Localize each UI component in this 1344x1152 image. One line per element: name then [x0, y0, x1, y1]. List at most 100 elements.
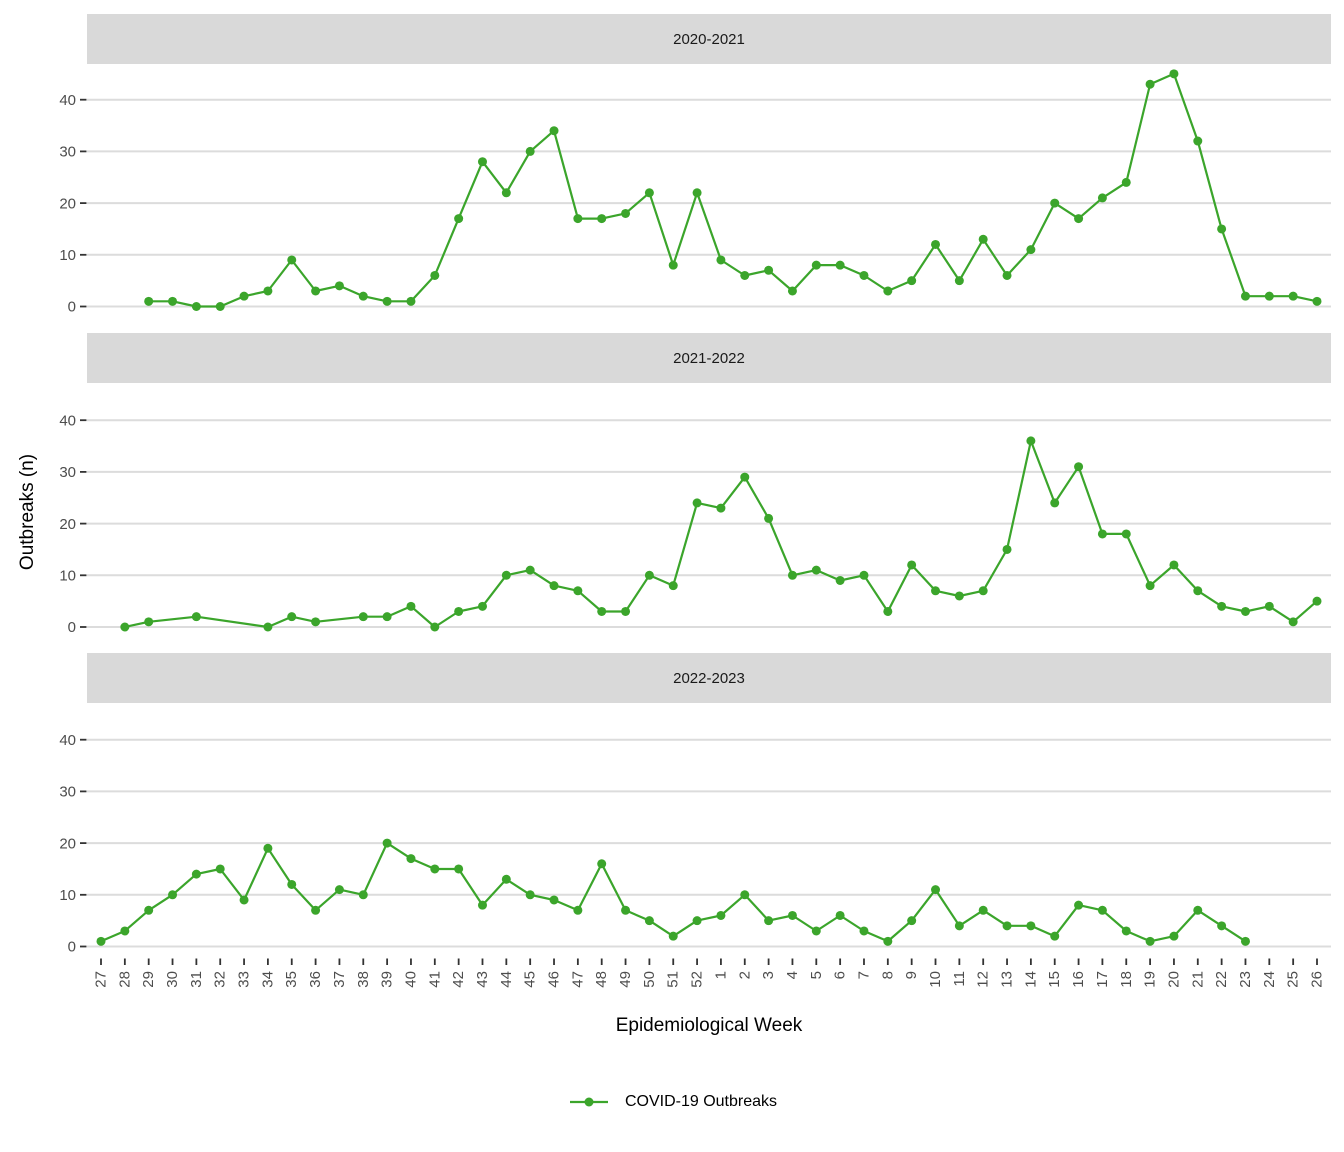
x-tick-label: 50: [641, 971, 658, 988]
data-point: [1169, 560, 1179, 570]
x-tick-label: 32: [212, 971, 229, 988]
data-point: [334, 885, 344, 895]
data-point: [1074, 462, 1084, 472]
y-tick-label: 10: [59, 887, 76, 904]
data-point: [573, 586, 583, 596]
data-point: [191, 302, 201, 311]
data-point: [1217, 921, 1227, 931]
data-point: [287, 612, 297, 622]
facet-strip-2021-2022: 2021-2022: [87, 333, 1331, 383]
x-tick-label: 5: [808, 971, 825, 979]
data-point: [1002, 544, 1012, 554]
data-point: [978, 586, 988, 596]
data-point: [263, 286, 273, 296]
x-tick-label: 33: [236, 971, 253, 988]
legend-key-line-dot-icon: [569, 1097, 608, 1107]
data-point: [311, 286, 321, 296]
y-tick-label: 30: [59, 144, 76, 161]
x-tick-label: 18: [1118, 971, 1135, 988]
x-tick-label: 27: [93, 971, 110, 988]
data-point: [1097, 905, 1107, 915]
data-point: [1193, 586, 1203, 596]
data-point: [931, 239, 941, 249]
data-point: [931, 586, 941, 596]
data-point: [907, 560, 917, 570]
x-tick-label: 13: [999, 971, 1016, 988]
y-tick-label: 10: [59, 568, 76, 585]
x-tick-label: 49: [617, 971, 634, 988]
x-tick-label: 4: [784, 971, 801, 979]
data-point: [120, 926, 130, 936]
data-point: [1026, 921, 1036, 931]
y-tick-label: 30: [59, 464, 76, 481]
data-point: [1145, 581, 1155, 591]
data-point: [430, 270, 440, 280]
data-point: [477, 900, 487, 910]
data-point: [740, 890, 750, 900]
data-point: [668, 931, 678, 941]
data-point: [859, 926, 869, 936]
data-point: [1145, 936, 1155, 946]
x-tick-label: 14: [1022, 971, 1039, 988]
x-tick-label: 46: [546, 971, 563, 988]
data-point: [382, 612, 392, 622]
data-point: [978, 234, 988, 244]
data-point: [406, 296, 416, 306]
x-tick-label: 36: [307, 971, 324, 988]
data-point: [811, 565, 821, 575]
data-point: [334, 281, 344, 291]
data-point: [239, 895, 249, 905]
data-point: [525, 146, 535, 156]
data-point: [954, 276, 964, 286]
data-point: [358, 612, 368, 622]
x-tick-label: 16: [1070, 971, 1087, 988]
x-tick-label: 39: [379, 971, 396, 988]
data-point: [764, 265, 774, 275]
data-point: [764, 916, 774, 926]
data-point: [859, 570, 869, 580]
data-point: [597, 606, 607, 616]
series-line-2022-2023: [100, 842, 1247, 943]
data-point: [215, 302, 225, 311]
data-point: [263, 622, 273, 632]
data-point: [454, 864, 464, 874]
data-point: [191, 869, 201, 879]
x-tick-label: 17: [1094, 971, 1111, 988]
x-tick-label: 43: [474, 971, 491, 988]
data-point: [716, 503, 726, 513]
data-point: [1193, 136, 1203, 146]
data-point: [692, 498, 702, 508]
y-tick-label: 0: [68, 939, 76, 956]
data-point: [811, 260, 821, 270]
data-point: [549, 126, 559, 136]
x-tick-label: 19: [1142, 971, 1159, 988]
data-point: [549, 895, 559, 905]
data-point: [740, 472, 750, 482]
data-point: [644, 188, 654, 198]
y-tick-label: 20: [59, 516, 76, 533]
data-point: [263, 843, 273, 853]
data-point: [501, 874, 511, 884]
x-tick-label: 8: [879, 971, 896, 979]
data-point: [787, 286, 797, 296]
legend: COVID-19 Outbreaks: [0, 1085, 1344, 1119]
data-point: [1240, 936, 1250, 946]
x-tick-label: 45: [522, 971, 539, 988]
data-point: [1074, 900, 1084, 910]
data-point: [907, 276, 917, 286]
y-tick-label: 0: [68, 619, 76, 636]
data-point: [477, 157, 487, 167]
data-point: [907, 916, 917, 926]
data-point: [621, 905, 631, 915]
data-point: [501, 188, 511, 198]
x-tick-label: 28: [116, 971, 133, 988]
x-tick-label: 26: [1309, 971, 1326, 988]
data-point: [716, 910, 726, 920]
x-tick-label: 38: [355, 971, 372, 988]
data-point: [740, 270, 750, 280]
data-point: [978, 905, 988, 915]
x-tick-label: 52: [689, 971, 706, 988]
data-point: [120, 622, 130, 632]
data-point: [168, 296, 178, 306]
